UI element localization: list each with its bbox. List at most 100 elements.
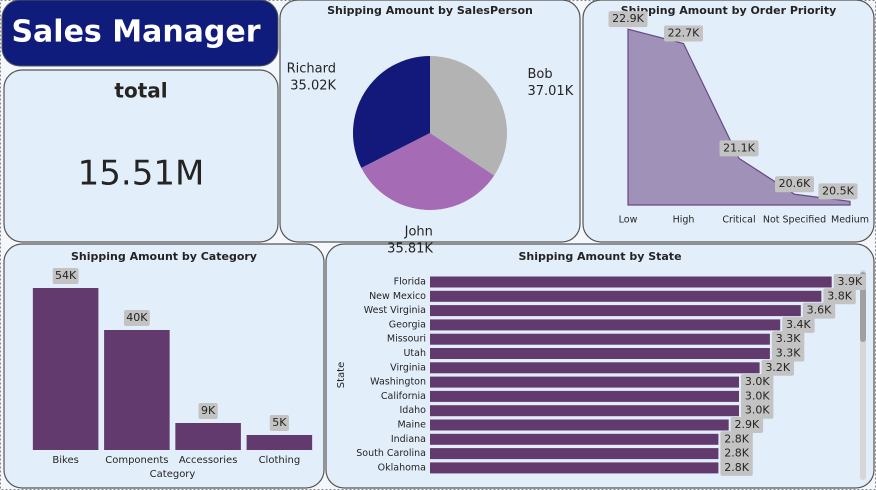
kpi-card	[3, 69, 279, 243]
data-label: 3.2K	[765, 361, 790, 374]
label-bg	[608, 11, 648, 28]
label-bg	[782, 316, 815, 333]
kpi-label: total	[114, 79, 167, 103]
bar	[430, 276, 832, 288]
data-label: 21.1K	[723, 141, 755, 154]
label-bg	[741, 388, 774, 405]
x-tick-label: Bikes	[52, 455, 78, 466]
bar	[430, 419, 729, 431]
label-bg	[198, 403, 218, 419]
bar	[430, 405, 739, 417]
data-label: 2.8K	[724, 461, 749, 474]
label-bg	[269, 415, 289, 431]
bar	[430, 390, 739, 402]
label-bg	[771, 331, 805, 348]
data-label: 3.0K	[745, 404, 770, 417]
data-label: 40K	[126, 311, 148, 324]
x-tick-label: Clothing	[259, 455, 301, 466]
bar	[430, 462, 719, 474]
bar	[175, 423, 241, 450]
kpi-value: 15.51M	[78, 154, 205, 194]
x-tick-label: High	[673, 215, 695, 226]
data-label: 3.8K	[827, 289, 852, 302]
x-tick-label: Low	[619, 215, 638, 226]
bar	[430, 333, 770, 345]
chart-title: Shipping Amount by State	[518, 250, 681, 263]
bar	[430, 290, 822, 302]
label-bg	[720, 431, 753, 448]
pie-value: 35.81K	[387, 241, 433, 256]
label-bg	[823, 288, 856, 305]
bar	[104, 330, 170, 450]
y-tick-label: South Carolina	[356, 448, 426, 459]
y-tick-label: Utah	[403, 348, 426, 359]
label-bg	[720, 459, 753, 476]
y-tick-label: Idaho	[400, 405, 427, 416]
area	[627, 28, 851, 206]
bar	[32, 288, 99, 450]
bar	[430, 448, 719, 460]
data-label: 5K	[272, 416, 287, 429]
label-bg	[775, 176, 814, 193]
data-label: 22.7K	[668, 27, 700, 40]
x-tick-label: Components	[105, 455, 168, 466]
bar	[430, 348, 770, 359]
y-tick-label: Oklahoma	[378, 462, 426, 473]
pie-value: 37.01K	[527, 84, 573, 99]
label-bg	[833, 274, 867, 290]
pie-slice	[361, 133, 495, 210]
data-label: 9K	[201, 404, 216, 417]
data-label: 2.8K	[724, 447, 749, 460]
y-tick-label: California	[381, 391, 426, 402]
label-bg	[720, 445, 753, 462]
data-label: 2.8K	[724, 432, 749, 445]
label-bg	[761, 359, 794, 376]
y-tick-label: Florida	[394, 277, 426, 288]
x-tick-label: Critical	[722, 215, 755, 226]
bar	[246, 435, 313, 450]
bar	[430, 362, 760, 374]
label-bg	[741, 402, 774, 419]
bar	[430, 376, 739, 388]
label-bg	[123, 310, 150, 326]
bar	[430, 305, 801, 317]
data-label: 3.6K	[807, 304, 832, 317]
data-label: 3.3K	[776, 347, 801, 360]
y-tick-label: West Virginia	[364, 305, 426, 316]
data-label: 3.3K	[776, 332, 801, 345]
label-bg	[802, 302, 836, 319]
chart-title: Shipping Amount by Order Priority	[621, 4, 837, 17]
data-label: 3.0K	[745, 375, 770, 388]
label-bg	[664, 25, 703, 42]
x-tick-label: Not Specified	[763, 215, 826, 226]
pie-label: Richard	[287, 62, 336, 77]
label-bg	[741, 374, 774, 391]
data-label: 20.5K	[822, 184, 854, 197]
y-tick-label: New Mexico	[369, 291, 426, 302]
y-axis-title: State	[336, 362, 347, 388]
pie-slice	[353, 56, 430, 168]
data-label: 22.9K	[612, 12, 644, 25]
data-label: 3.4K	[786, 318, 811, 331]
data-label: 3.0K	[745, 389, 770, 402]
x-tick-label: Accessories	[179, 455, 238, 466]
x-tick-label: Medium	[831, 215, 869, 226]
y-tick-label: Maine	[397, 420, 426, 431]
bar	[430, 319, 781, 331]
pie-label: Bob	[527, 67, 552, 82]
header-title: Sales Manager	[11, 15, 260, 50]
data-label: 54K	[55, 269, 77, 282]
y-tick-label: Georgia	[389, 319, 426, 330]
label-bg	[730, 417, 764, 433]
chart-card	[582, 0, 875, 243]
pie-slice	[430, 56, 507, 176]
y-tick-label: Missouri	[387, 334, 426, 345]
label-bg	[818, 183, 858, 200]
pie-label: John	[404, 224, 433, 239]
label-bg	[771, 345, 805, 362]
x-axis-title: Category	[150, 469, 196, 480]
data-label: 3.9K	[838, 275, 863, 288]
data-label: 2.9K	[735, 418, 760, 431]
